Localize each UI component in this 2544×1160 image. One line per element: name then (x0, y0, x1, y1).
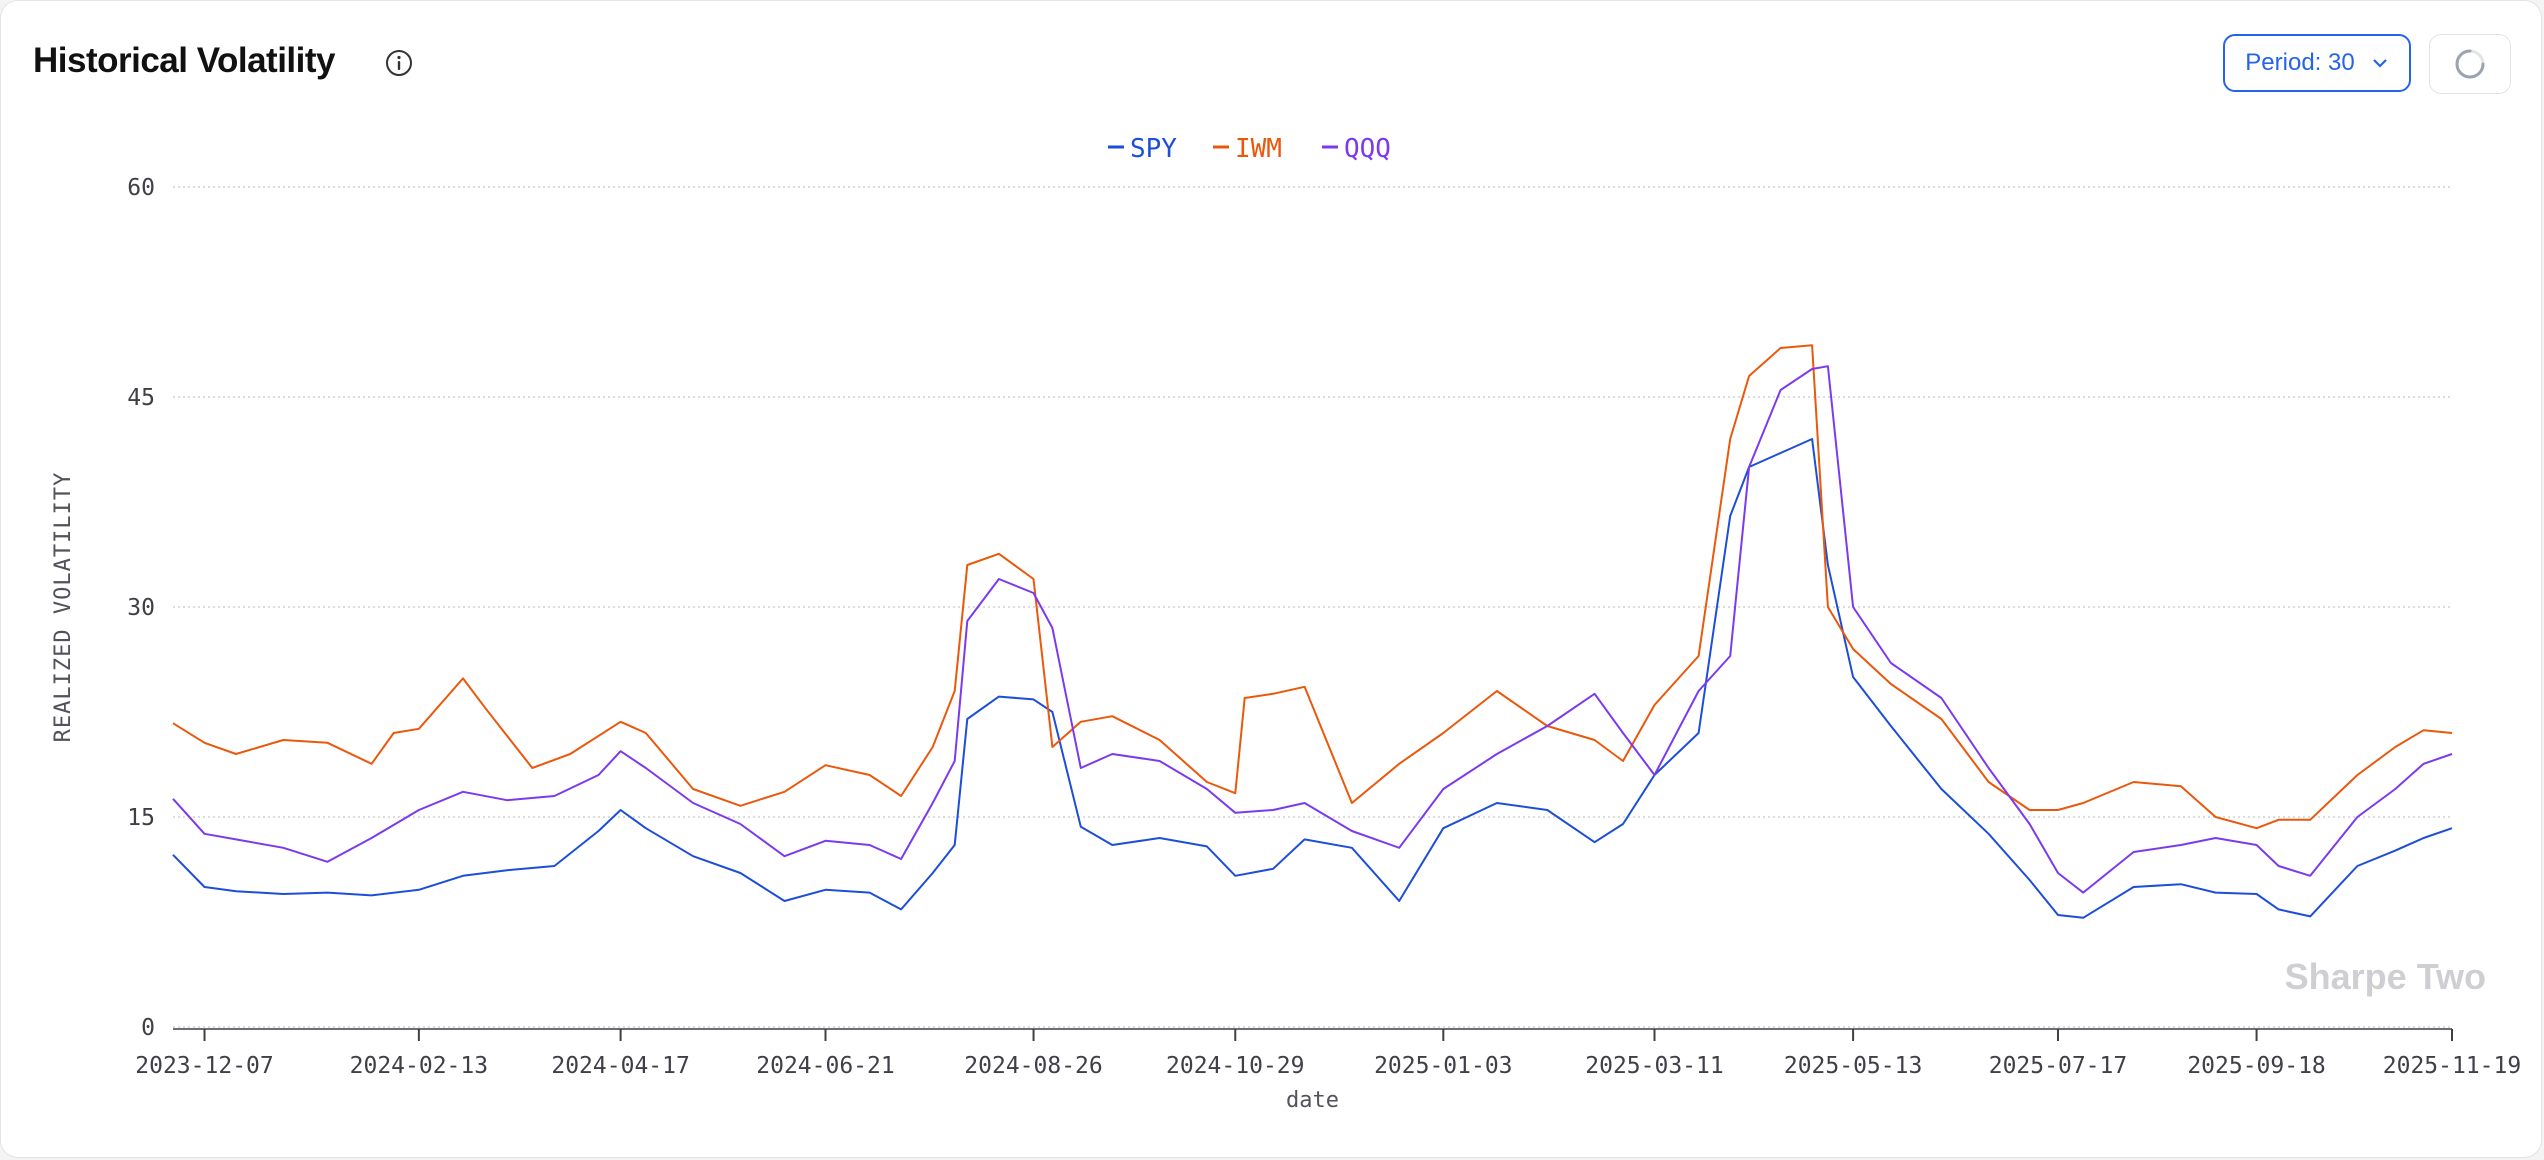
x-tick-label: 2024-06-21 (756, 1053, 894, 1079)
y-axis-label: REALIZED VOLATILITY (51, 472, 76, 743)
period-select-label: Period: 30 (2245, 49, 2355, 76)
x-tick-label: 2025-07-17 (1989, 1053, 2127, 1079)
x-tick-label: 2025-05-13 (1784, 1053, 1922, 1079)
watermark: Sharpe Two (2285, 956, 2486, 997)
x-tick-label: 2024-02-13 (350, 1053, 488, 1079)
x-tick-label: 2025-01-03 (1374, 1053, 1512, 1079)
refresh-button[interactable] (2429, 34, 2511, 94)
period-select[interactable]: Period: 30 (2223, 34, 2411, 92)
legend-item-qqq[interactable]: QQQ (1344, 134, 1391, 164)
legend-item-spy[interactable]: SPY (1130, 134, 1177, 164)
y-tick-label: 45 (127, 385, 155, 411)
x-tick-label: 2024-04-17 (551, 1053, 689, 1079)
x-tick-label: 2025-09-18 (2187, 1053, 2325, 1079)
info-icon[interactable] (385, 49, 413, 77)
x-axis-label: date (1286, 1088, 1339, 1113)
x-tick-label: 2025-03-11 (1585, 1053, 1723, 1079)
page-title: Historical Volatility (33, 41, 336, 80)
y-tick-label: 0 (141, 1015, 155, 1041)
x-tick-label: 2024-10-29 (1166, 1053, 1304, 1079)
x-tick-label: 2023-12-07 (135, 1053, 273, 1079)
series-line-spy (172, 438, 2453, 919)
x-tick-label: 2025-11-19 (2383, 1053, 2521, 1079)
y-tick-label: 30 (127, 595, 155, 621)
loading-spinner-icon (2455, 49, 2485, 79)
series-line-qqq (172, 365, 2453, 894)
chevron-down-icon (2372, 59, 2387, 68)
series-line-iwm (172, 344, 2453, 830)
y-tick-label: 15 (127, 805, 155, 831)
x-tick-label: 2024-08-26 (964, 1053, 1102, 1079)
y-tick-label: 60 (127, 175, 155, 201)
legend-item-iwm[interactable]: IWM (1235, 134, 1282, 164)
